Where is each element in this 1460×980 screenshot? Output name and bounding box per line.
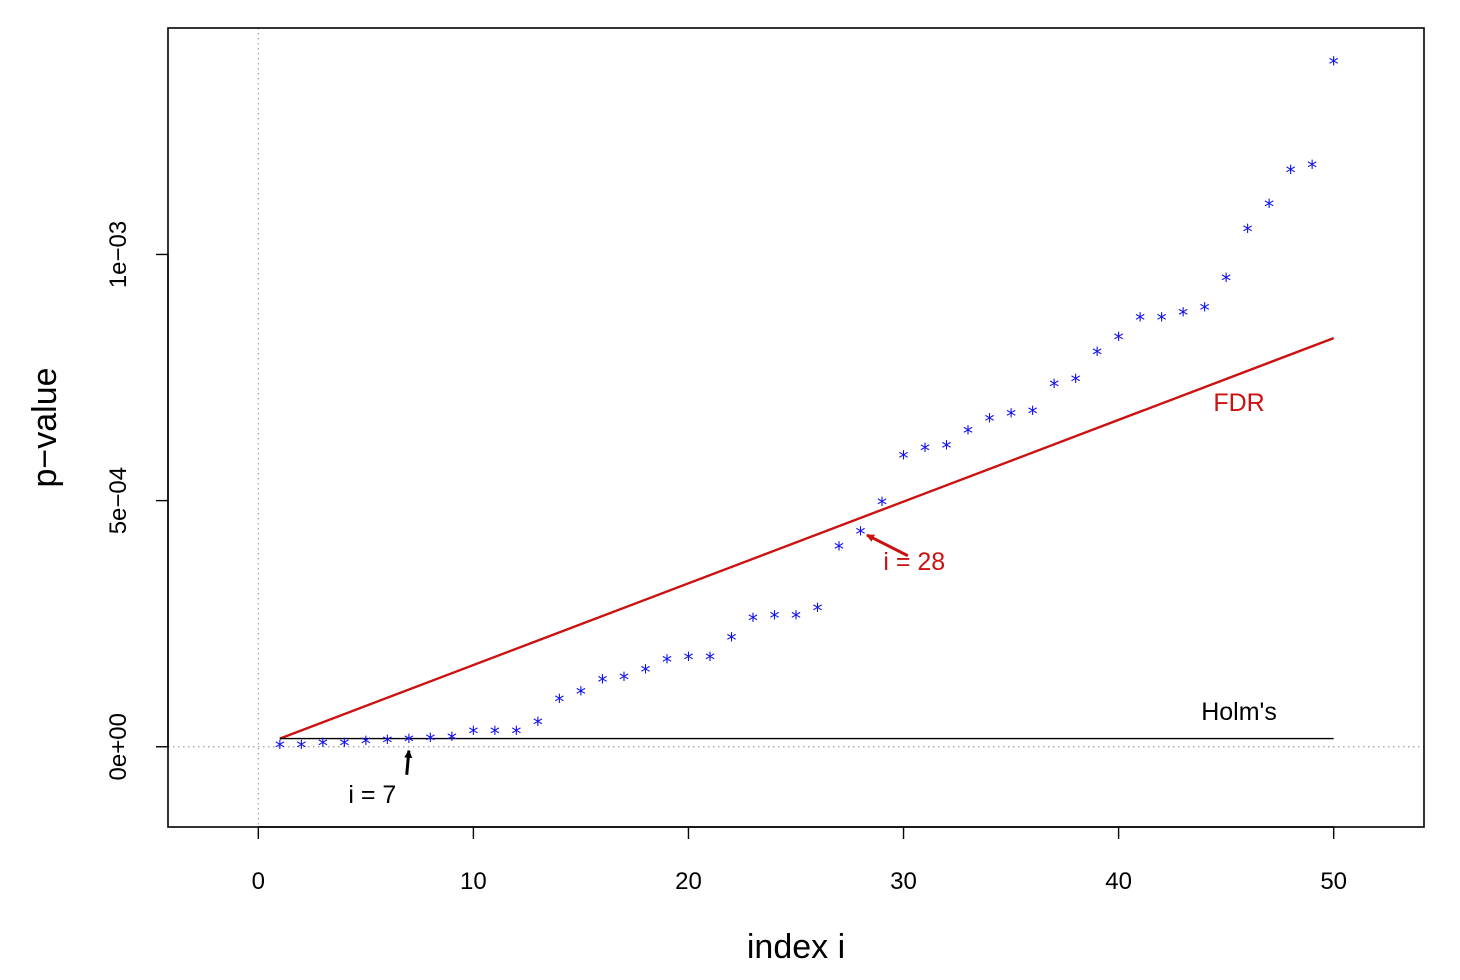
data-point: *: [834, 537, 844, 561]
data-point: *: [1028, 402, 1038, 426]
data-point: *: [726, 628, 736, 652]
data-point: *: [619, 668, 629, 692]
data-point: *: [447, 728, 457, 752]
annotation-arrow: [866, 533, 909, 558]
data-point: *: [339, 734, 349, 758]
data-point: *: [640, 660, 650, 684]
data-points: * * * * * * * * * * * * * * * * * * * * * * * * * * * * * * * * * * * * * * * *…: [275, 52, 1339, 759]
data-point: *: [1221, 269, 1231, 293]
data-point: *: [899, 446, 909, 470]
data-point: *: [404, 730, 414, 754]
x-axis: 0 10 20 30 40 50: [252, 826, 1347, 895]
data-point: *: [1071, 370, 1081, 394]
annotations: FDR Holm's i = 28 i = 7: [348, 389, 1277, 809]
y-tick-label: 1e−03: [105, 221, 132, 288]
data-point: *: [769, 606, 779, 630]
data-point: *: [920, 439, 930, 463]
data-point: *: [296, 736, 306, 760]
data-point: *: [877, 493, 887, 517]
data-point: *: [425, 729, 435, 753]
x-tick-label: 0: [252, 868, 265, 895]
data-point: *: [1092, 343, 1102, 367]
data-point: *: [1135, 308, 1145, 332]
y-axis: 0e+00 5e−04 1e−03: [105, 221, 169, 780]
annotation-label: i = 28: [883, 548, 945, 576]
data-point: *: [597, 670, 607, 694]
data-point: *: [813, 599, 823, 623]
data-point: *: [791, 606, 801, 630]
fdr-threshold-line: [279, 337, 1335, 740]
data-point: *: [382, 731, 392, 755]
data-point: *: [511, 722, 521, 746]
data-point: *: [533, 713, 543, 737]
data-point: *: [963, 422, 973, 446]
y-tick-label: 0e+00: [105, 713, 132, 780]
annotation-label: Holm's: [1201, 698, 1277, 726]
data-point: *: [1264, 195, 1274, 219]
data-point: *: [576, 683, 586, 707]
data-point: *: [1286, 161, 1296, 185]
data-point: *: [1178, 304, 1188, 328]
y-axis-title: p−value: [26, 367, 64, 487]
y-tick-label: 5e−04: [105, 467, 132, 534]
reference-lines: [168, 28, 1424, 827]
data-point: *: [1200, 299, 1210, 323]
data-point: *: [985, 409, 995, 433]
annotation-label: i = 7: [348, 781, 396, 809]
data-point: *: [468, 722, 478, 746]
series-lines: [279, 337, 1335, 740]
data-point: *: [275, 736, 285, 760]
data-point: *: [856, 523, 866, 547]
data-point: *: [705, 648, 715, 672]
data-point: *: [662, 651, 672, 675]
x-axis-title: index i: [747, 928, 845, 966]
data-point: *: [318, 734, 328, 758]
x-tick-label: 30: [890, 868, 917, 895]
data-point: *: [1307, 156, 1317, 180]
data-point: *: [1006, 404, 1016, 428]
data-point: *: [554, 690, 564, 714]
data-point: *: [1049, 375, 1059, 399]
data-point: *: [1243, 220, 1253, 244]
data-point: *: [748, 609, 758, 633]
annotation-label: FDR: [1213, 389, 1264, 417]
x-tick-label: 20: [675, 868, 702, 895]
x-tick-label: 10: [460, 868, 487, 895]
data-point: *: [1329, 52, 1339, 76]
x-tick-label: 50: [1320, 868, 1347, 895]
data-point: *: [490, 722, 500, 746]
x-tick-label: 40: [1105, 868, 1132, 895]
data-point: *: [942, 436, 952, 460]
annotation-arrow: [404, 749, 413, 775]
data-point: *: [683, 648, 693, 672]
data-point: *: [361, 732, 371, 756]
data-point: *: [1114, 328, 1124, 352]
data-point: *: [1157, 308, 1167, 332]
